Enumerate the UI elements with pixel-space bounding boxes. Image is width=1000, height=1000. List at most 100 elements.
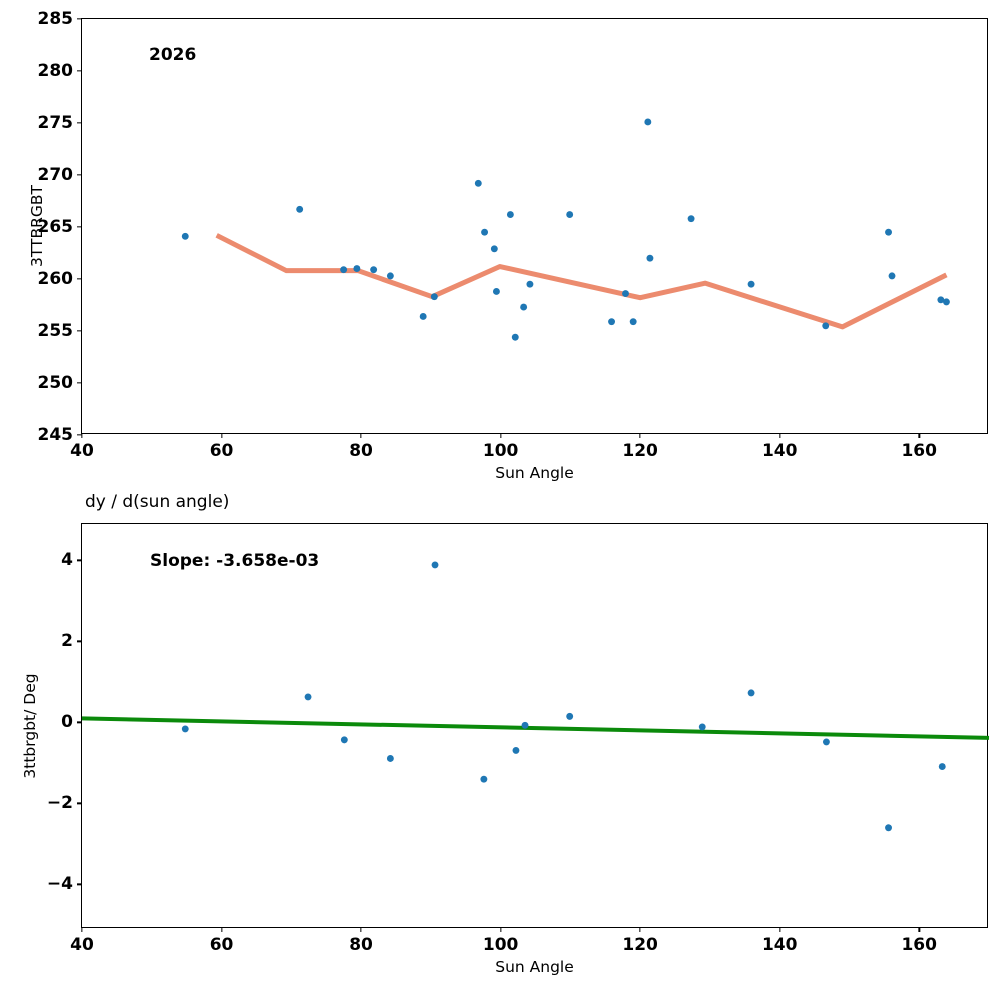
x-tick-label: 160 [901,935,937,955]
data-point [296,205,304,213]
x-tick-label: 60 [209,441,234,461]
data-point [629,318,637,326]
data-point [353,265,361,273]
bottom-panel-ylabel: 3ttbrgbt/ Deg [21,672,39,779]
y-tick-label: 4 [61,550,73,571]
x-tick-label: 140 [761,935,798,955]
data-point [474,179,482,187]
data-point [511,333,519,341]
y-tick-mark [77,70,82,72]
data-point [340,736,348,744]
x-tick-label: 100 [482,441,519,461]
data-point [520,303,528,311]
data-point [644,118,652,126]
bottom-panel-plot-area [81,561,990,832]
x-tick-label: 140 [761,441,798,461]
data-point [304,693,312,701]
data-point [822,738,830,746]
top-panel-plot-area [181,118,950,341]
slope-annotation: Slope: -3.658e-03 [150,551,320,571]
data-point [566,211,574,218]
trend-line [215,233,948,330]
y-tick-mark [77,883,82,886]
y-tick-mark [77,226,82,228]
x-tick-mark [779,927,781,932]
y-tick-label: 285 [37,9,74,29]
y-tick-mark [77,802,82,805]
data-point [698,723,706,731]
data-point [687,215,695,223]
data-point [622,290,629,298]
bottom-panel-axes: Slope: -3.658e-03 Sun Angle 3ttbrgbt/ De… [21,523,990,976]
data-point [419,312,427,320]
y-tick-label: 255 [37,321,74,341]
y-tick-mark [77,382,82,384]
data-point [608,318,615,326]
year-annotation: 2026 [149,45,197,65]
y-tick-label: 245 [37,425,74,445]
x-tick-mark [639,927,641,932]
x-tick-mark [499,927,502,932]
x-tick-mark [220,433,223,438]
x-tick-mark [918,433,920,438]
y-tick-label: 0 [61,712,73,733]
y-tick-label: 280 [37,61,74,81]
y-tick-label: 265 [37,217,74,237]
data-point [181,232,189,240]
trend-line [81,716,990,740]
data-point [747,689,755,697]
data-point [521,721,529,729]
y-tick-mark [77,559,82,562]
x-tick-mark [779,433,781,438]
y-tick-label: 260 [37,269,74,289]
y-tick-label: −4 [46,874,73,895]
y-tick-label: 270 [37,165,74,185]
y-tick-mark [77,174,82,176]
bottom-panel-xlabel: Sun Angle [495,958,574,976]
x-tick-label: 80 [349,441,373,461]
top-panel-xlabel: Sun Angle [495,464,574,482]
x-tick-label: 80 [349,935,373,955]
x-tick-mark [360,927,362,932]
data-point [370,266,378,274]
y-tick-mark [77,640,82,643]
x-tick-mark [639,433,641,438]
data-point [942,298,950,306]
x-tick-mark [499,433,502,438]
y-tick-mark [77,122,82,124]
x-tick-mark [360,433,362,438]
data-point [430,293,438,301]
x-tick-label: 120 [622,935,658,955]
y-tick-mark [77,278,82,280]
x-tick-label: 120 [622,441,658,461]
y-tick-label: 275 [37,113,74,133]
data-point [566,712,574,720]
data-point [937,296,945,304]
data-point [512,746,520,754]
y-tick-mark [77,330,82,332]
y-tick-mark [77,434,82,436]
x-tick-mark [918,927,920,932]
data-point [481,228,489,236]
data-point [386,755,394,762]
x-tick-label: 60 [209,935,234,955]
x-tick-label: 40 [70,935,94,955]
bottom-panel-title: dy / d(sun angle) [85,492,230,512]
y-tick-label: −2 [46,793,73,814]
data-point [822,322,830,330]
data-point [181,725,189,733]
data-point [747,280,755,288]
data-point [885,824,892,832]
data-point [526,280,534,288]
top-panel-axes: 2026 Sun Angle 3TTBRGBT 245 250 255 260 265 2… [28,9,988,482]
data-point [885,228,892,236]
data-point [938,763,946,771]
y-tick-label: 250 [37,373,74,393]
data-point [646,254,654,262]
x-tick-mark [81,433,83,438]
data-point [386,272,394,280]
x-tick-mark [81,927,83,932]
x-tick-label: 100 [482,935,519,955]
x-tick-label: 40 [70,441,94,461]
y-tick-label: 2 [61,631,73,652]
